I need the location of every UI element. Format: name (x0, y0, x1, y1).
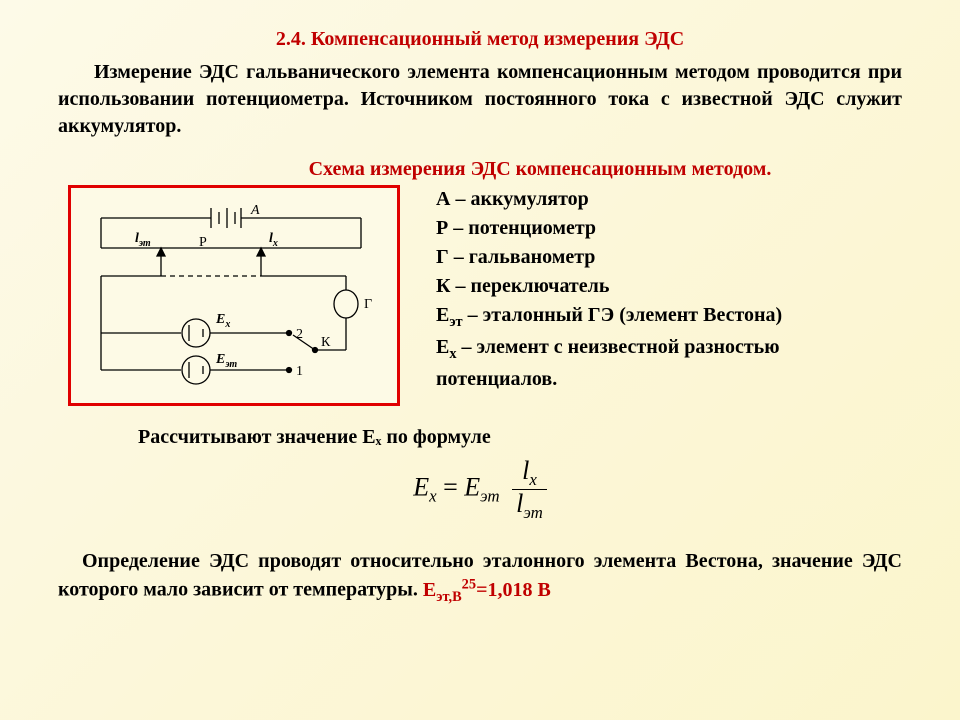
legend-Eet: Eэт – эталонный ГЭ (элемент Вестона) (436, 301, 902, 333)
page: 2.4. Компенсационный метод измерения ЭДС… (0, 0, 960, 720)
calc-intro: Рассчитывают значение Eₓ по формуле (138, 426, 902, 449)
svg-text:К: К (321, 335, 331, 350)
weston-value: Eэт,В25=1,018 В (423, 579, 551, 601)
label-A: А (250, 203, 260, 218)
legend-Ex: Ex – элемент с неизвестной разностью пот… (436, 333, 902, 394)
svg-text:Ex: Ex (215, 312, 230, 330)
circuit-diagram: А lэт Р lx Г Ex Eэт 2 1 К (81, 198, 381, 388)
svg-text:Р: Р (199, 235, 207, 250)
svg-text:lx: lx (269, 231, 278, 249)
svg-text:Г: Г (364, 297, 372, 312)
svg-text:1: 1 (296, 364, 303, 379)
legend-G: Г – гальванометр (436, 243, 902, 272)
legend-P: Р – потенциометр (436, 214, 902, 243)
svg-text:2: 2 (296, 327, 303, 342)
diagram-frame: А lэт Р lx Г Ex Eэт 2 1 К (68, 185, 400, 406)
formula: Ex = Eэт lx lэт (58, 457, 902, 522)
conclusion: Определение ЭДС проводят относительно эт… (58, 548, 902, 607)
legend: А – аккумулятор Р – потенциометр Г – гал… (436, 185, 902, 394)
svg-text:Eэт: Eэт (215, 352, 237, 370)
section-title: 2.4. Компенсационный метод измерения ЭДС (58, 28, 902, 51)
legend-K: К – переключатель (436, 272, 902, 301)
svg-text:lэт: lэт (135, 231, 151, 249)
intro-paragraph: Измерение ЭДС гальванического элемента к… (58, 59, 902, 140)
legend-A: А – аккумулятор (436, 185, 902, 214)
diagram-subtitle: Схема измерения ЭДС компенсационным мето… (178, 158, 902, 181)
diagram-and-legend-row: А lэт Р lx Г Ex Eэт 2 1 К А – аккумулято… (58, 185, 902, 406)
